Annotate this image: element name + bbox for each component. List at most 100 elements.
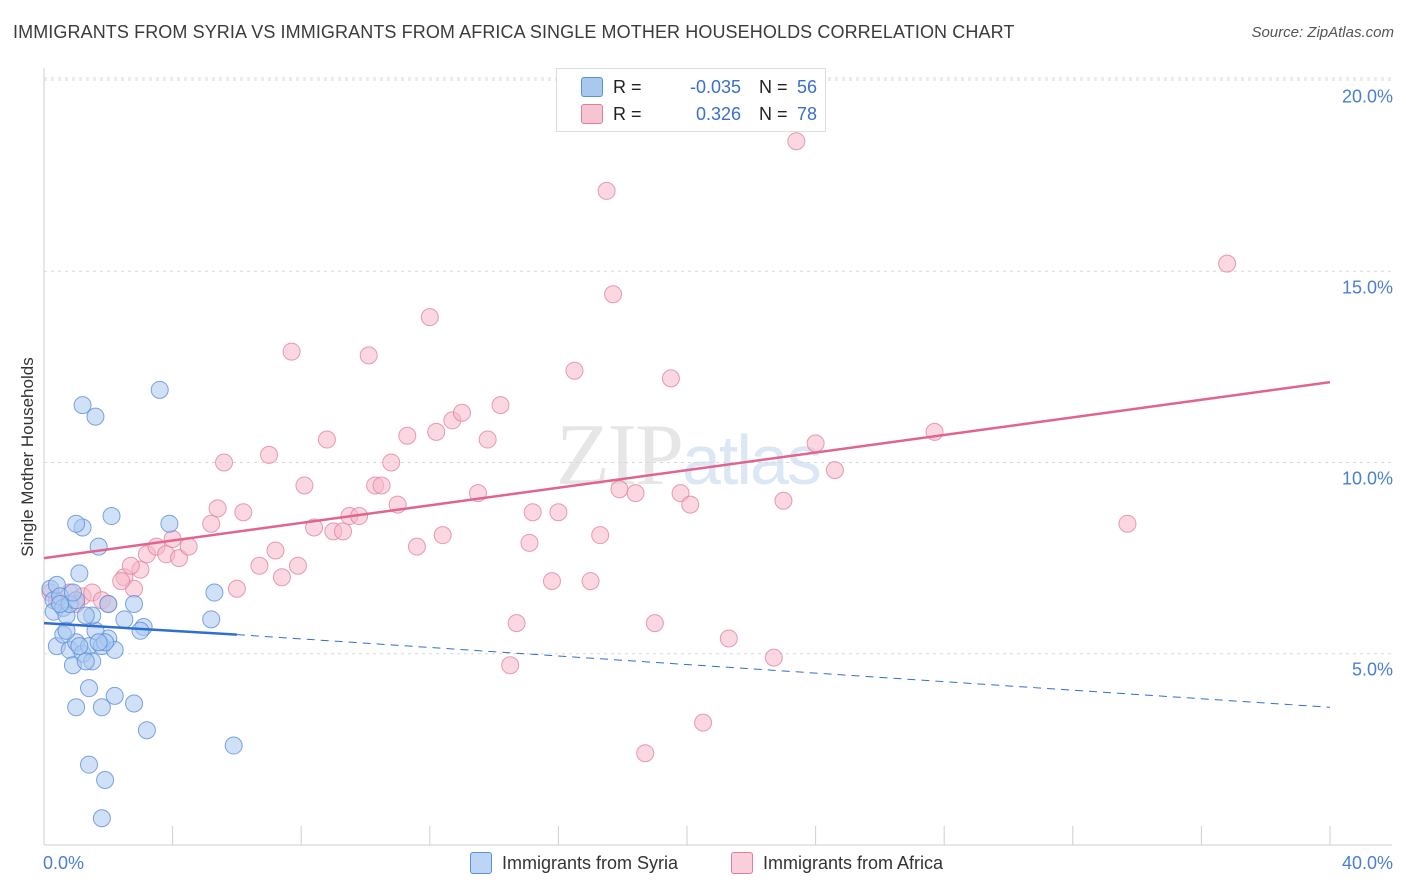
data-point-africa [523, 503, 542, 522]
data-point-africa [671, 484, 690, 503]
data-point-africa [372, 476, 391, 495]
data-point-syria [63, 583, 82, 602]
data-point-syria [70, 637, 89, 656]
data-point-syria [205, 583, 224, 602]
data-point-africa [333, 522, 352, 541]
data-point-africa [215, 453, 234, 472]
data-point-africa [282, 342, 301, 361]
data-point-syria [80, 755, 99, 774]
data-point-africa [565, 361, 584, 380]
data-point-syria [73, 396, 92, 415]
data-point-africa [260, 445, 279, 464]
bottom-legend-swatch-syria [470, 852, 492, 874]
data-point-syria [202, 610, 221, 629]
correlation-legend: R = -0.035 N = 56 R = 0.326 N = 78 [556, 68, 826, 132]
data-point-africa [806, 434, 825, 453]
legend-n-value: 78 [797, 104, 818, 124]
data-point-africa [501, 656, 520, 675]
legend-n-label: N = [759, 104, 788, 124]
data-point-syria [150, 380, 169, 399]
data-point-africa [266, 541, 285, 560]
data-point-africa [288, 556, 307, 575]
data-point-africa [604, 285, 623, 304]
data-point-africa [787, 132, 806, 151]
data-point-africa [542, 572, 561, 591]
data-point-syria [92, 809, 111, 828]
data-point-africa [549, 503, 568, 522]
data-point-syria [115, 610, 134, 629]
data-point-syria [51, 595, 70, 614]
trendline-syria-extrapolated [236, 634, 1331, 708]
data-point-africa [1218, 254, 1237, 273]
legend-r-label: R = [613, 104, 642, 124]
data-point-africa [420, 308, 439, 327]
data-point-africa [398, 426, 417, 445]
data-point-africa [491, 396, 510, 415]
data-point-africa [694, 713, 713, 732]
data-point-africa [645, 614, 664, 633]
data-point-syria [160, 514, 179, 533]
data-point-syria [224, 736, 243, 755]
data-point-syria [131, 621, 150, 640]
x-tick-label-min: 0.0% [43, 853, 85, 873]
data-point-africa [719, 629, 738, 648]
data-point-africa [407, 537, 426, 556]
data-point-africa [295, 476, 314, 495]
data-point-africa [433, 526, 452, 545]
data-point-africa [208, 499, 227, 518]
data-point-africa [597, 181, 616, 200]
bottom-legend-label-syria: Immigrants from Syria [502, 853, 679, 873]
data-point-africa [359, 346, 378, 365]
data-point-syria [70, 564, 89, 583]
legend-n-label: N = [759, 77, 788, 97]
bottom-legend-label-africa: Immigrants from Africa [763, 853, 944, 873]
data-point-syria [125, 694, 144, 713]
data-point-africa [581, 572, 600, 591]
data-point-syria [89, 633, 108, 652]
data-point-syria [96, 770, 115, 789]
data-point-africa [202, 514, 221, 533]
data-point-syria [67, 514, 86, 533]
chart-title: IMMIGRANTS FROM SYRIA VS IMMIGRANTS FROM… [13, 22, 1015, 42]
data-point-africa [317, 430, 336, 449]
watermark-atlas: atlas [682, 421, 822, 499]
trendline-africa [43, 380, 1331, 560]
x-tick-label-max: 40.0% [1341, 853, 1393, 873]
data-point-syria [76, 606, 95, 625]
data-point-africa [452, 403, 471, 422]
data-point-africa [661, 369, 680, 388]
legend-r-value: -0.035 [689, 77, 741, 97]
data-point-syria [76, 652, 95, 671]
data-point-africa [1118, 514, 1137, 533]
data-point-syria [137, 721, 156, 740]
y-tick-label-5: 5.0% [1351, 659, 1393, 680]
data-point-africa [507, 614, 526, 633]
data-point-africa [825, 461, 844, 480]
data-point-africa [170, 549, 189, 568]
data-point-syria [105, 686, 124, 705]
legend-swatch-syria [581, 77, 603, 97]
legend-r-value: 0.326 [695, 104, 741, 124]
data-point-africa [774, 491, 793, 510]
data-point-africa [681, 495, 700, 514]
trendline-syria [43, 621, 237, 636]
data-point-syria [80, 679, 99, 698]
data-point-africa [764, 648, 783, 667]
legend-n-value: 56 [797, 77, 818, 97]
data-point-africa [636, 744, 655, 763]
legend-r-label: R = [613, 77, 642, 97]
y-tick-label-20: 20.0% [1341, 86, 1393, 107]
data-point-africa [478, 430, 497, 449]
legend-swatch-africa [581, 104, 603, 124]
y-tick-label-15: 15.0% [1341, 277, 1393, 298]
data-point-africa [227, 579, 246, 598]
data-point-africa [305, 518, 324, 537]
data-point-africa [626, 484, 645, 503]
data-point-africa [520, 533, 539, 552]
data-point-africa [234, 503, 253, 522]
data-point-syria [99, 595, 118, 614]
data-point-syria [86, 407, 105, 426]
data-point-africa [272, 568, 291, 587]
data-point-africa [427, 422, 446, 441]
